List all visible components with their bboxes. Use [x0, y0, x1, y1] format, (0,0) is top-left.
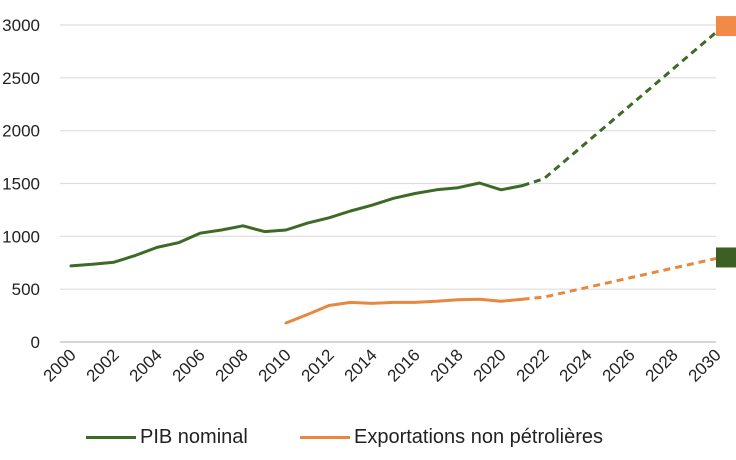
legend-swatch-exports: [300, 436, 350, 439]
y-tick-label: 2500: [2, 69, 40, 88]
x-tick-label: 2006: [169, 345, 209, 385]
legend-label-pib: PIB nominal: [140, 426, 248, 448]
target-marker-pib-nominal: [716, 247, 736, 268]
legend-label-exports: Exportations non pétrolières: [354, 426, 604, 448]
projection-line-exportations: [522, 257, 717, 301]
x-tick-label: 2024: [556, 345, 596, 385]
y-axis-labels: 0 500 1000 1500 2000 2500 3000: [2, 16, 40, 352]
y-tick-label: 3000: [2, 16, 40, 35]
x-tick-label: 2016: [384, 345, 424, 385]
x-tick-label: 2030: [685, 345, 725, 385]
legend-swatch-pib: [86, 436, 136, 439]
x-tick-label: 2020: [470, 345, 510, 385]
x-tick-label: 2028: [642, 345, 682, 385]
gridlines: [60, 24, 716, 343]
x-tick-label: 2026: [599, 345, 639, 385]
x-tick-label: 2014: [341, 345, 381, 385]
target-markers: [716, 16, 736, 268]
legend-item-pib: PIB nominal: [86, 426, 248, 449]
x-tick-label: 2002: [83, 345, 123, 385]
y-tick-label: 1000: [2, 227, 40, 246]
x-tick-label: 2012: [298, 345, 338, 385]
target-marker-exportations: [716, 16, 736, 37]
x-tick-label: 2000: [40, 345, 80, 385]
x-tick-label: 2004: [126, 345, 166, 385]
x-tick-label: 2010: [255, 345, 295, 385]
series-lines: [69, 31, 717, 325]
legend-item-exports: Exportations non pétrolières: [300, 426, 603, 449]
x-tick-label: 2022: [513, 345, 553, 385]
projection-line-pib-nominal: [522, 31, 717, 188]
x-tick-label: 2008: [212, 345, 252, 385]
y-tick-label: 1500: [2, 175, 40, 194]
series-line-pib-nominal: [69, 181, 524, 268]
legend: PIB nominal Exportations non pétrolières: [0, 420, 736, 456]
y-tick-label: 0: [31, 333, 40, 352]
y-tick-label: 2000: [2, 122, 40, 141]
x-tick-label: 2018: [427, 345, 467, 385]
y-tick-label: 500: [12, 280, 40, 299]
x-axis-labels: 2000 2002 2004 2006 2008 2010 2012 2014 2016 2018…: [40, 345, 725, 385]
series-line-exportations: [284, 297, 524, 325]
